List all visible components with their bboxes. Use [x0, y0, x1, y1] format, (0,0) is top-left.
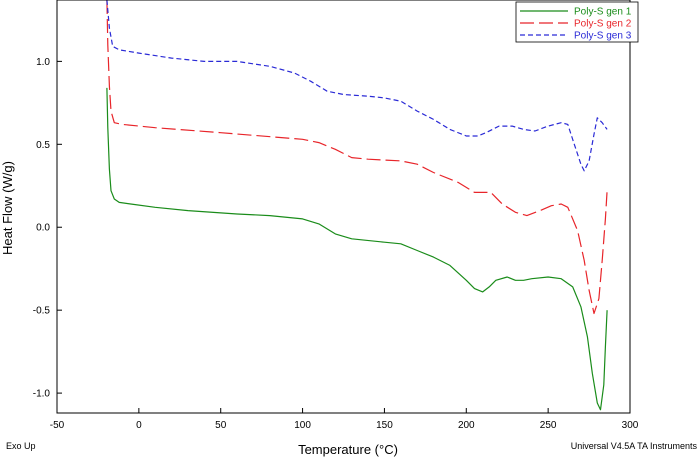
y-tick-label: 0.0 [36, 223, 50, 234]
curves-layer [106, 0, 608, 411]
y-tick-label: -0.5 [33, 306, 51, 317]
x-tick-label: 0 [136, 420, 142, 431]
x-tick-label: 100 [294, 420, 311, 431]
legend-label-gen-1: Poly-S gen 1 [574, 7, 632, 18]
series-line-gen-2 [106, 0, 608, 315]
x-axis-label: Temperature (°C) [298, 442, 398, 457]
plot-frame [56, 0, 631, 414]
y-axis-label: Heat Flow (W/g) [0, 161, 15, 255]
instrument-label: Universal V4.5A TA Instruments [571, 441, 698, 451]
ticks-layer: -50 0 50 100 150 200 250 300 -1.0 -0.5 0.0 0.5 1.0 [33, 57, 639, 431]
exo-up-label: Exo Up [6, 441, 36, 451]
x-tick-label: 250 [540, 420, 557, 431]
y-tick-label: 0.5 [36, 140, 50, 151]
series-line-gen-1 [106, 87, 608, 411]
x-tick-label: 150 [376, 420, 393, 431]
x-tick-label: 300 [622, 420, 639, 431]
x-tick-label: 50 [215, 420, 227, 431]
legend-label-gen-3: Poly-S gen 3 [574, 31, 632, 42]
y-tick-label: -1.0 [33, 389, 51, 400]
x-tick-label: -50 [50, 420, 65, 431]
series-line-gen-3 [106, 0, 608, 172]
legend-label-gen-2: Poly-S gen 2 [574, 19, 632, 30]
x-tick-label: 200 [458, 420, 475, 431]
y-tick-label: 1.0 [36, 57, 50, 68]
